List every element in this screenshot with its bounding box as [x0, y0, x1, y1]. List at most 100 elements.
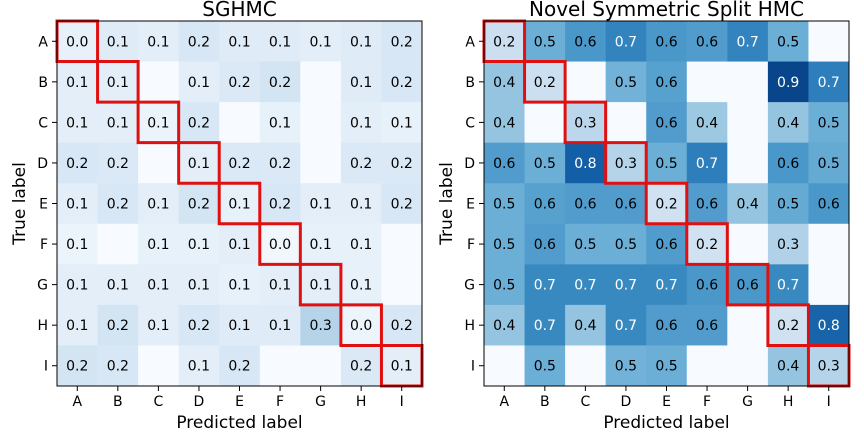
- heatmap-cell: [97, 264, 139, 306]
- cell-value-label: 0.4: [777, 115, 799, 131]
- cell-value-label: 0.5: [493, 197, 515, 213]
- heatmap-cell: [300, 102, 342, 144]
- heatmap-cell: [259, 102, 301, 144]
- heatmap-cell: [178, 304, 220, 346]
- heatmap-cell: [605, 102, 647, 144]
- cell-value-label: 0.6: [574, 197, 596, 213]
- heatmap-cell: [381, 223, 423, 265]
- heatmap-cell: [727, 142, 769, 184]
- x-tick-label: C: [580, 394, 590, 410]
- cell-value-label: 0.6: [534, 197, 556, 213]
- heatmap-cell: [219, 142, 261, 184]
- heatmap-cell: [727, 223, 769, 265]
- heatmap-cell: [138, 223, 180, 265]
- cell-value-label: 0.2: [107, 318, 129, 334]
- heatmap-cell: [381, 183, 423, 225]
- cell-value-label: 0.1: [228, 237, 250, 253]
- cell-value-label: 0.7: [696, 156, 718, 172]
- heatmap-cell: [381, 21, 423, 63]
- heatmap-cell: [727, 61, 769, 103]
- cell-value-label: 0.6: [818, 197, 840, 213]
- cell-value-label: 0.1: [188, 278, 210, 294]
- cell-value-label: 0.1: [309, 197, 331, 213]
- cell-value-label: 0.5: [534, 156, 556, 172]
- heatmap-cell: [686, 21, 728, 63]
- heatmap-cell: [524, 345, 566, 387]
- heatmap-cell: [767, 304, 809, 346]
- heatmap-cell: [138, 142, 180, 184]
- heatmap-cell: [808, 183, 850, 225]
- cell-value-label: 0.1: [309, 237, 331, 253]
- heatmap-cell: [565, 345, 607, 387]
- cell-value-label: 0.2: [188, 197, 210, 213]
- cell-value-label: 0.1: [147, 34, 169, 50]
- cell-value-label: 0.1: [228, 197, 250, 213]
- heatmap-cell: [57, 61, 99, 103]
- cell-value-label: 0.3: [615, 156, 637, 172]
- cell-value-label: 0.1: [188, 156, 210, 172]
- heatmap-panel-2: 0.2 0.5 0.6 0.7 0.6 0.6 0.7 0.5 0.4 0.2 0.5 0.6 0.9 0…: [437, 0, 851, 432]
- cell-value-label: 0.6: [696, 197, 718, 213]
- cell-value-label: 0.6: [655, 318, 677, 334]
- heatmap-cell: [646, 223, 688, 265]
- cell-value-label: 0.7: [534, 318, 556, 334]
- y-tick-label: A: [465, 34, 475, 50]
- cell-value-label: 0.1: [309, 34, 331, 50]
- heatmap-cell: [219, 264, 261, 306]
- cell-value-label: 0.1: [188, 237, 210, 253]
- heatmap-cell: [340, 304, 382, 346]
- heatmap-cell: [97, 304, 139, 346]
- y-tick-label: H: [464, 318, 475, 334]
- heatmap-cell: [484, 142, 526, 184]
- x-tick-label: H: [783, 394, 794, 410]
- heatmap-cell: [97, 223, 139, 265]
- cell-value-label: 0.6: [655, 115, 677, 131]
- heatmap-cell: [259, 304, 301, 346]
- heatmap-cell: [686, 142, 728, 184]
- heatmap-cell: [605, 183, 647, 225]
- heatmap-cell: [565, 183, 607, 225]
- heatmap-cell: [686, 304, 728, 346]
- heatmap-cell: [138, 264, 180, 306]
- heatmap-cell: [484, 264, 526, 306]
- cell-value-label: 0.1: [107, 34, 129, 50]
- x-tick-label: F: [703, 394, 711, 410]
- heatmap-cell: [300, 21, 342, 63]
- heatmap-cell: [300, 345, 342, 387]
- heatmap-cell: [524, 304, 566, 346]
- heatmap-cell: [686, 264, 728, 306]
- cell-value-label: 0.9: [777, 75, 799, 91]
- heatmap-cell: [178, 223, 220, 265]
- cell-value-label: 0.1: [228, 34, 250, 50]
- heatmap-cell: [646, 21, 688, 63]
- cell-value-label: 0.8: [818, 318, 840, 334]
- cell-value-label: 0.1: [350, 115, 372, 131]
- heatmap-cell: [219, 345, 261, 387]
- cell-value-label: 0.3: [309, 318, 331, 334]
- heatmap-cell: [565, 61, 607, 103]
- cell-value-label: 0.1: [309, 278, 331, 294]
- cell-value-label: 0.2: [696, 237, 718, 253]
- x-tick-label: D: [194, 394, 205, 410]
- cell-value-label: 0.7: [777, 278, 799, 294]
- cell-value-label: 0.1: [188, 359, 210, 375]
- heatmap-cell: [686, 345, 728, 387]
- heatmap-cell: [686, 223, 728, 265]
- heatmap-cell: [57, 223, 99, 265]
- heatmap-cell: [484, 61, 526, 103]
- heatmap-cell: [565, 264, 607, 306]
- heatmap-cell: [178, 102, 220, 144]
- cell-value-label: 0.6: [777, 156, 799, 172]
- heatmap-cell: [686, 102, 728, 144]
- cell-value-label: 0.3: [818, 359, 840, 375]
- cell-value-label: 0.5: [574, 237, 596, 253]
- cell-value-label: 0.5: [818, 115, 840, 131]
- x-tick-label: I: [400, 394, 404, 410]
- y-tick-label: E: [39, 197, 48, 213]
- cell-value-label: 0.1: [269, 278, 291, 294]
- cell-value-label: 0.1: [66, 75, 88, 91]
- heatmap-cell: [484, 102, 526, 144]
- cell-value-label: 0.2: [269, 197, 291, 213]
- heatmap-cell: [686, 183, 728, 225]
